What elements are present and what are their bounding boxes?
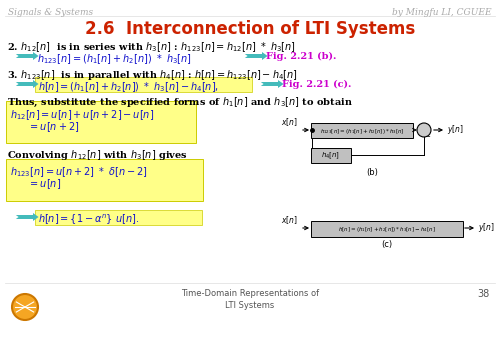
Text: Thus, substitute the specified forms of $h_1[n]$ and $h_3[n]$ to obtain: Thus, substitute the specified forms of …	[7, 96, 353, 109]
Text: (c): (c)	[382, 240, 392, 249]
Text: $= u[n+2]$: $= u[n+2]$	[28, 120, 80, 134]
Text: Time-Domain Representations of
LTI Systems: Time-Domain Representations of LTI Syste…	[181, 289, 319, 310]
FancyBboxPatch shape	[311, 221, 463, 237]
Text: $h_{12}[n] = u[n] + u[n+2] - u[n]$: $h_{12}[n] = u[n] + u[n+2] - u[n]$	[10, 108, 154, 122]
Text: by Mingfu LI, CGUEE: by Mingfu LI, CGUEE	[392, 8, 492, 17]
Bar	[13, 215, 33, 219]
Polygon shape	[278, 80, 283, 88]
Circle shape	[12, 294, 38, 320]
FancyBboxPatch shape	[6, 159, 203, 201]
Bar	[242, 54, 262, 58]
Text: $y[n]$: $y[n]$	[478, 221, 495, 234]
Text: Convolving $h_{12}[n]$ with $h_3[n]$ gives: Convolving $h_{12}[n]$ with $h_3[n]$ giv…	[7, 148, 188, 162]
Text: 2.6  Interconnection of LTI Systems: 2.6 Interconnection of LTI Systems	[85, 20, 415, 38]
Text: 3. $h_{123}[n]$  is in parallel with $h_4[n]$ : $h[n] = h_{123}[n] - h_4[n]$: 3. $h_{123}[n]$ is in parallel with $h_4…	[7, 68, 298, 82]
Text: $h[n]=(h_1[n]+h_2[n])*h_3[n]-h_4[n]$: $h[n]=(h_1[n]+h_2[n])*h_3[n]-h_4[n]$	[338, 225, 436, 233]
Polygon shape	[242, 52, 248, 60]
Text: $x[n]$: $x[n]$	[281, 116, 298, 128]
Text: +: +	[420, 122, 426, 132]
Circle shape	[417, 123, 431, 137]
Text: $y[n]$: $y[n]$	[447, 124, 464, 137]
FancyBboxPatch shape	[6, 101, 196, 143]
Text: $h_4[n]$: $h_4[n]$	[322, 151, 340, 161]
Bar	[258, 82, 278, 86]
FancyBboxPatch shape	[35, 77, 252, 92]
FancyBboxPatch shape	[311, 123, 413, 138]
Polygon shape	[262, 52, 268, 60]
Polygon shape	[33, 213, 38, 221]
Polygon shape	[258, 80, 264, 88]
Text: $h[n] = \{1-\alpha^n\}\ u[n].$: $h[n] = \{1-\alpha^n\}\ u[n].$	[38, 213, 139, 227]
Text: 38: 38	[478, 289, 490, 299]
Text: $-$: $-$	[424, 132, 432, 138]
Text: $h_{123}[n]=(h_1[n]+h_2[n])*h_3[n]$: $h_{123}[n]=(h_1[n]+h_2[n])*h_3[n]$	[320, 126, 404, 136]
Text: $x[n]$: $x[n]$	[281, 214, 298, 226]
Text: $h_{123}[n] = (h_1[n] + h_2[n])\ *\ h_3[n]$: $h_{123}[n] = (h_1[n] + h_2[n])\ *\ h_3[…	[37, 52, 192, 66]
FancyBboxPatch shape	[35, 210, 202, 225]
Polygon shape	[13, 213, 18, 221]
Polygon shape	[13, 52, 18, 60]
Text: (b): (b)	[366, 168, 378, 177]
Text: $h_{123}[n] = u[n+2]\ *\ \delta[n-2]$: $h_{123}[n] = u[n+2]\ *\ \delta[n-2]$	[10, 165, 147, 179]
Text: 2. $h_{12}[n]$  is in series with $h_3[n]$ : $h_{123}[n] = h_{12}[n]\ *\ h_3[n]$: 2. $h_{12}[n]$ is in series with $h_3[n]…	[7, 40, 296, 54]
Polygon shape	[33, 80, 38, 88]
Bar	[13, 54, 33, 58]
Text: Fig. 2.21 (c).: Fig. 2.21 (c).	[282, 80, 352, 89]
Text: $h[n] = (h_1[n] + h_2[n])\ *\ h_3[n] - h_4[n],$: $h[n] = (h_1[n] + h_2[n])\ *\ h_3[n] - h…	[38, 80, 219, 94]
Polygon shape	[13, 80, 18, 88]
Text: Fig. 2.21 (b).: Fig. 2.21 (b).	[266, 52, 336, 61]
Bar	[13, 82, 33, 86]
Text: Signals & Systems: Signals & Systems	[8, 8, 93, 17]
Text: $= u[n]$: $= u[n]$	[28, 177, 61, 191]
Polygon shape	[33, 52, 38, 60]
FancyBboxPatch shape	[311, 148, 351, 163]
